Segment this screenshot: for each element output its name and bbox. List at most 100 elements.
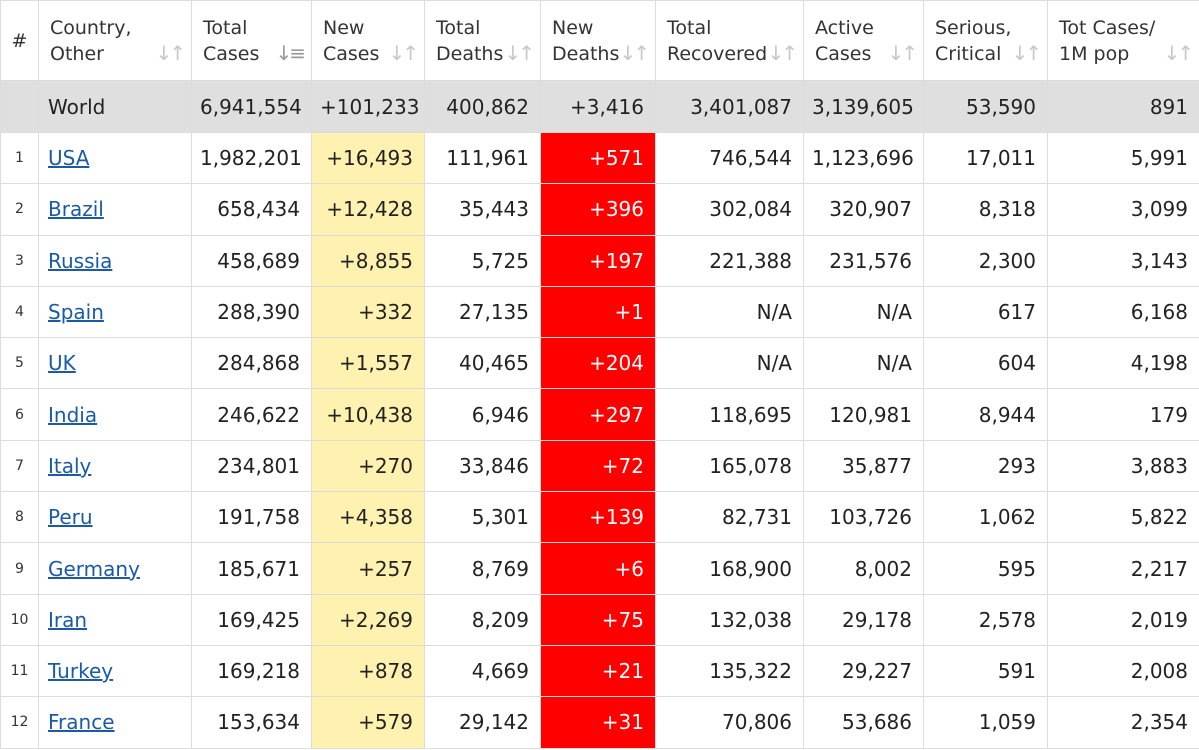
table-row: 5 UK 284,868 +1,557 40,465 +204 N/A N/A 604 4,198 bbox=[0, 337, 1199, 390]
active-cases-cell: 103,726 bbox=[803, 491, 924, 544]
header-country[interactable]: Country, Other ↓↑ bbox=[38, 0, 192, 81]
table-row: 12 France 153,634 +579 29,142 +31 70,806 53,686… bbox=[0, 696, 1199, 749]
header-total-recovered-line2: Recovered bbox=[667, 42, 768, 65]
total-deaths-cell: 40,465 bbox=[424, 337, 541, 390]
row-index-cell: 9 bbox=[0, 542, 39, 595]
new-cases-cell: +1,557 bbox=[311, 337, 425, 390]
country-link[interactable]: Peru bbox=[48, 505, 93, 530]
serious-critical-cell: 591 bbox=[923, 644, 1048, 698]
header-total-cases[interactable]: Total Cases ↓≡ bbox=[191, 0, 312, 81]
country-cell: Italy bbox=[38, 439, 192, 493]
sort-icon[interactable]: ↓↑ bbox=[504, 41, 534, 65]
tot-cases-1m-cell: 3,143 bbox=[1047, 234, 1199, 287]
world-tot-cases-1m-cell: 891 bbox=[1047, 80, 1199, 133]
total-deaths-cell: 111,961 bbox=[424, 131, 541, 185]
country-cell: Peru bbox=[38, 491, 192, 544]
new-cases-cell: +4,358 bbox=[311, 491, 425, 544]
sort-icon[interactable]: ↓↑ bbox=[887, 41, 917, 65]
country-link[interactable]: Turkey bbox=[48, 659, 114, 684]
world-serious-critical-cell: 53,590 bbox=[923, 80, 1048, 133]
country-cell: Russia bbox=[38, 234, 192, 287]
header-active-cases[interactable]: Active Cases ↓↑ bbox=[803, 0, 924, 81]
total-recovered-cell: 302,084 bbox=[655, 183, 804, 236]
new-cases-cell: +270 bbox=[311, 439, 425, 493]
tot-cases-1m-cell: 5,822 bbox=[1047, 491, 1199, 544]
header-new-cases-line1: New bbox=[323, 16, 365, 39]
country-cell: India bbox=[38, 388, 192, 441]
country-link[interactable]: Russia bbox=[48, 248, 113, 273]
active-cases-cell: 120,981 bbox=[803, 388, 924, 441]
sort-icon[interactable]: ↓↑ bbox=[767, 41, 797, 65]
total-cases-cell: 288,390 bbox=[191, 285, 312, 339]
serious-critical-cell: 595 bbox=[923, 542, 1048, 595]
table-row: 10 Iran 169,425 +2,269 8,209 +75 132,038 29,178… bbox=[0, 593, 1199, 646]
total-recovered-cell: 221,388 bbox=[655, 234, 804, 287]
total-cases-cell: 1,982,201 bbox=[191, 131, 312, 185]
world-new-deaths-cell: +3,416 bbox=[540, 80, 656, 133]
header-active-cases-line2: Cases bbox=[815, 42, 872, 65]
header-new-deaths[interactable]: New Deaths ↓↑ bbox=[540, 0, 656, 81]
new-deaths-cell: +1 bbox=[540, 285, 656, 339]
total-recovered-cell: 746,544 bbox=[655, 131, 804, 185]
country-link[interactable]: France bbox=[48, 710, 115, 735]
sort-icon[interactable]: ↓↑ bbox=[155, 41, 185, 65]
country-link[interactable]: Spain bbox=[48, 300, 104, 325]
country-link[interactable]: Brazil bbox=[48, 197, 104, 222]
sort-descending-icon[interactable]: ↓≡ bbox=[275, 41, 305, 65]
new-cases-cell: +12,428 bbox=[311, 183, 425, 236]
row-index-cell: 6 bbox=[0, 388, 39, 441]
tot-cases-1m-cell: 2,354 bbox=[1047, 696, 1199, 749]
country-link[interactable]: UK bbox=[48, 351, 76, 376]
sort-icon[interactable]: ↓↑ bbox=[1011, 41, 1041, 65]
tot-cases-1m-cell: 4,198 bbox=[1047, 337, 1199, 390]
sort-icon[interactable]: ↓↑ bbox=[1163, 41, 1193, 65]
serious-critical-cell: 17,011 bbox=[923, 131, 1048, 185]
tot-cases-1m-cell: 5,991 bbox=[1047, 131, 1199, 185]
tot-cases-1m-cell: 2,217 bbox=[1047, 542, 1199, 595]
total-recovered-cell: 70,806 bbox=[655, 696, 804, 749]
country-link[interactable]: India bbox=[48, 402, 98, 427]
new-cases-cell: +10,438 bbox=[311, 388, 425, 441]
row-index-cell: 4 bbox=[0, 285, 39, 339]
table-row: 1 USA 1,982,201 +16,493 111,961 +571 746,544 1,… bbox=[0, 131, 1199, 185]
header-row: # Country, Other ↓↑ Total Cases ↓≡ New C… bbox=[0, 0, 1199, 81]
total-recovered-cell: 118,695 bbox=[655, 388, 804, 441]
active-cases-cell: 29,178 bbox=[803, 593, 924, 646]
header-total-deaths[interactable]: Total Deaths ↓↑ bbox=[424, 0, 541, 81]
header-tot-cases-1m-line2: 1M pop bbox=[1059, 42, 1130, 65]
table-body: World 6,941,554 +101,233 400,862 +3,416 … bbox=[0, 80, 1199, 749]
country-cell: France bbox=[38, 696, 192, 749]
header-total-deaths-line2: Deaths bbox=[436, 42, 504, 65]
header-total-recovered[interactable]: Total Recovered ↓↑ bbox=[655, 0, 804, 81]
sort-icon[interactable]: ↓↑ bbox=[388, 41, 418, 65]
new-deaths-cell: +139 bbox=[540, 491, 656, 544]
row-index-cell: 2 bbox=[0, 183, 39, 236]
total-deaths-cell: 5,301 bbox=[424, 491, 541, 544]
total-cases-cell: 153,634 bbox=[191, 696, 312, 749]
row-index-cell: 8 bbox=[0, 491, 39, 544]
table-row: 6 India 246,622 +10,438 6,946 +297 118,695 120,… bbox=[0, 388, 1199, 441]
total-cases-cell: 246,622 bbox=[191, 388, 312, 441]
sort-icon[interactable]: ↓↑ bbox=[619, 41, 649, 65]
header-tot-cases-1m[interactable]: Tot Cases/ 1M pop ↓↑ bbox=[1047, 0, 1199, 81]
header-new-deaths-line2: Deaths bbox=[552, 42, 620, 65]
header-serious-critical[interactable]: Serious, Critical ↓↑ bbox=[923, 0, 1048, 81]
row-index-cell: 7 bbox=[0, 439, 39, 493]
header-total-cases-line1: Total bbox=[203, 16, 248, 39]
header-new-cases[interactable]: New Cases ↓↑ bbox=[311, 0, 425, 81]
new-deaths-cell: +571 bbox=[540, 131, 656, 185]
country-cell: Brazil bbox=[38, 183, 192, 236]
country-link[interactable]: Iran bbox=[48, 607, 88, 632]
table-row: 2 Brazil 658,434 +12,428 35,443 +396 302,084 32… bbox=[0, 183, 1199, 236]
row-index-cell: 1 bbox=[0, 131, 39, 185]
total-cases-cell: 169,218 bbox=[191, 644, 312, 698]
country-link[interactable]: Italy bbox=[48, 453, 92, 478]
country-link[interactable]: USA bbox=[48, 146, 90, 171]
total-deaths-cell: 8,209 bbox=[424, 593, 541, 646]
total-deaths-cell: 6,946 bbox=[424, 388, 541, 441]
total-recovered-cell: N/A bbox=[655, 285, 804, 339]
active-cases-cell: 1,123,696 bbox=[803, 131, 924, 185]
table-row: 9 Germany 185,671 +257 8,769 +6 168,900 8,002 59… bbox=[0, 542, 1199, 595]
country-link[interactable]: Germany bbox=[48, 556, 140, 581]
